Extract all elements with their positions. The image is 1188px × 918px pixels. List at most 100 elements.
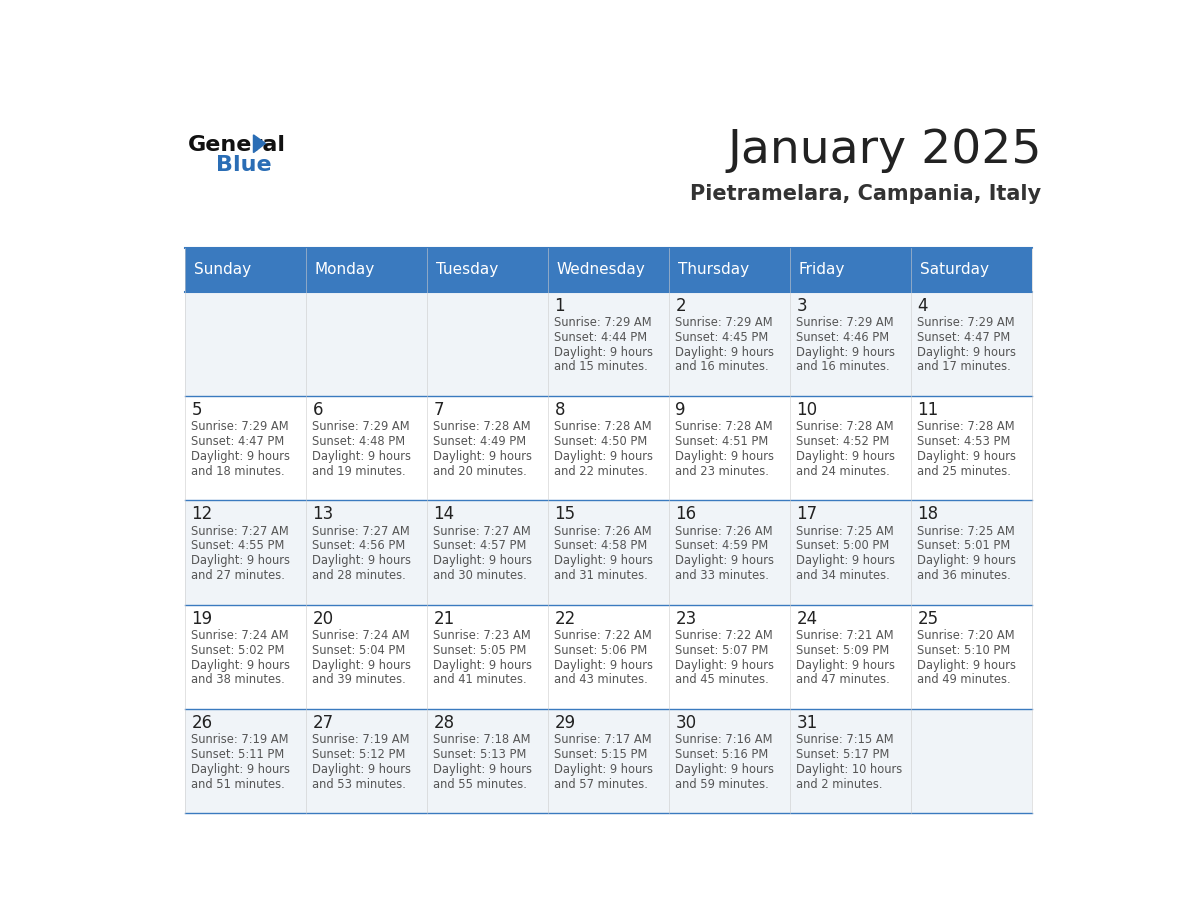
Text: and 19 minutes.: and 19 minutes.: [312, 465, 406, 477]
Text: 21: 21: [434, 610, 455, 628]
Bar: [790, 500, 911, 605]
Text: and 2 minutes.: and 2 minutes.: [796, 778, 883, 790]
Text: Daylight: 9 hours: Daylight: 9 hours: [917, 345, 1017, 359]
Text: Sunrise: 7:29 AM: Sunrise: 7:29 AM: [796, 316, 895, 329]
Bar: [790, 397, 911, 500]
Text: Daylight: 9 hours: Daylight: 9 hours: [434, 450, 532, 463]
Text: Sunrise: 7:22 AM: Sunrise: 7:22 AM: [555, 629, 652, 642]
Text: Daylight: 9 hours: Daylight: 9 hours: [796, 450, 896, 463]
Text: Sunset: 5:00 PM: Sunset: 5:00 PM: [796, 540, 890, 553]
Text: 24: 24: [796, 610, 817, 628]
Text: and 57 minutes.: and 57 minutes.: [555, 778, 649, 790]
Text: Sunset: 4:57 PM: Sunset: 4:57 PM: [434, 540, 526, 553]
Text: 31: 31: [796, 714, 817, 732]
Text: 18: 18: [917, 506, 939, 523]
Text: 15: 15: [555, 506, 575, 523]
Bar: [911, 605, 1032, 709]
Text: and 33 minutes.: and 33 minutes.: [676, 569, 770, 582]
Text: Sunset: 5:15 PM: Sunset: 5:15 PM: [555, 748, 647, 761]
Text: and 15 minutes.: and 15 minutes.: [555, 361, 649, 374]
Text: 7: 7: [434, 401, 444, 420]
Text: Sunset: 4:47 PM: Sunset: 4:47 PM: [191, 435, 285, 448]
Text: Sunrise: 7:17 AM: Sunrise: 7:17 AM: [555, 733, 652, 746]
Text: and 55 minutes.: and 55 minutes.: [434, 778, 527, 790]
Text: Sunday: Sunday: [194, 263, 251, 277]
Text: Sunset: 4:59 PM: Sunset: 4:59 PM: [676, 540, 769, 553]
Text: Sunset: 5:06 PM: Sunset: 5:06 PM: [555, 644, 647, 656]
Text: 16: 16: [676, 506, 696, 523]
Text: 19: 19: [191, 610, 213, 628]
Text: Sunrise: 7:27 AM: Sunrise: 7:27 AM: [191, 524, 289, 538]
Text: Sunrise: 7:29 AM: Sunrise: 7:29 AM: [191, 420, 289, 433]
Text: 2: 2: [676, 297, 685, 315]
Text: Sunset: 4:45 PM: Sunset: 4:45 PM: [676, 330, 769, 343]
Text: Daylight: 9 hours: Daylight: 9 hours: [434, 658, 532, 672]
Text: Sunrise: 7:28 AM: Sunrise: 7:28 AM: [676, 420, 773, 433]
Text: and 23 minutes.: and 23 minutes.: [676, 465, 770, 477]
Text: Daylight: 9 hours: Daylight: 9 hours: [312, 554, 411, 567]
Text: Sunset: 5:05 PM: Sunset: 5:05 PM: [434, 644, 526, 656]
Text: and 39 minutes.: and 39 minutes.: [312, 674, 406, 687]
Text: Monday: Monday: [315, 263, 375, 277]
Text: Daylight: 9 hours: Daylight: 9 hours: [434, 763, 532, 776]
Text: General: General: [188, 135, 286, 155]
Text: and 16 minutes.: and 16 minutes.: [796, 361, 890, 374]
Text: Sunrise: 7:21 AM: Sunrise: 7:21 AM: [796, 629, 895, 642]
Text: Sunrise: 7:28 AM: Sunrise: 7:28 AM: [796, 420, 895, 433]
Bar: [669, 397, 790, 500]
Bar: [185, 500, 307, 605]
Text: Sunset: 4:46 PM: Sunset: 4:46 PM: [796, 330, 890, 343]
Text: Sunset: 5:17 PM: Sunset: 5:17 PM: [796, 748, 890, 761]
Text: 10: 10: [796, 401, 817, 420]
Text: Sunset: 4:55 PM: Sunset: 4:55 PM: [191, 540, 285, 553]
Text: and 16 minutes.: and 16 minutes.: [676, 361, 769, 374]
Text: Daylight: 9 hours: Daylight: 9 hours: [796, 658, 896, 672]
Text: 20: 20: [312, 610, 334, 628]
Text: and 41 minutes.: and 41 minutes.: [434, 674, 527, 687]
Text: Sunset: 4:50 PM: Sunset: 4:50 PM: [555, 435, 647, 448]
Text: 14: 14: [434, 506, 455, 523]
Text: Daylight: 9 hours: Daylight: 9 hours: [796, 554, 896, 567]
Bar: [669, 248, 790, 292]
Polygon shape: [253, 135, 265, 152]
Text: Sunrise: 7:24 AM: Sunrise: 7:24 AM: [312, 629, 410, 642]
Bar: [911, 709, 1032, 813]
Text: Daylight: 9 hours: Daylight: 9 hours: [434, 554, 532, 567]
Text: Sunset: 4:53 PM: Sunset: 4:53 PM: [917, 435, 1011, 448]
Text: Daylight: 9 hours: Daylight: 9 hours: [312, 450, 411, 463]
Text: Sunrise: 7:27 AM: Sunrise: 7:27 AM: [434, 524, 531, 538]
Text: Daylight: 9 hours: Daylight: 9 hours: [676, 763, 775, 776]
Text: Sunset: 5:16 PM: Sunset: 5:16 PM: [676, 748, 769, 761]
Text: Sunrise: 7:24 AM: Sunrise: 7:24 AM: [191, 629, 289, 642]
Bar: [307, 500, 428, 605]
Text: Sunrise: 7:27 AM: Sunrise: 7:27 AM: [312, 524, 410, 538]
Text: Daylight: 9 hours: Daylight: 9 hours: [191, 763, 290, 776]
Text: Daylight: 9 hours: Daylight: 9 hours: [312, 763, 411, 776]
Text: Sunset: 5:13 PM: Sunset: 5:13 PM: [434, 748, 526, 761]
Text: Sunset: 5:07 PM: Sunset: 5:07 PM: [676, 644, 769, 656]
Text: 6: 6: [312, 401, 323, 420]
Text: and 25 minutes.: and 25 minutes.: [917, 465, 1011, 477]
Text: and 22 minutes.: and 22 minutes.: [555, 465, 649, 477]
Text: and 43 minutes.: and 43 minutes.: [555, 674, 649, 687]
Text: Daylight: 9 hours: Daylight: 9 hours: [796, 345, 896, 359]
Text: Sunset: 5:11 PM: Sunset: 5:11 PM: [191, 748, 285, 761]
Bar: [428, 500, 549, 605]
Text: and 18 minutes.: and 18 minutes.: [191, 465, 285, 477]
Bar: [185, 605, 307, 709]
Text: Daylight: 9 hours: Daylight: 9 hours: [555, 658, 653, 672]
Text: Sunset: 4:48 PM: Sunset: 4:48 PM: [312, 435, 405, 448]
Bar: [307, 248, 428, 292]
Text: 9: 9: [676, 401, 685, 420]
Bar: [428, 709, 549, 813]
Bar: [185, 397, 307, 500]
Text: Daylight: 9 hours: Daylight: 9 hours: [917, 554, 1017, 567]
Text: Sunrise: 7:28 AM: Sunrise: 7:28 AM: [917, 420, 1015, 433]
Bar: [185, 709, 307, 813]
Text: and 51 minutes.: and 51 minutes.: [191, 778, 285, 790]
Text: 23: 23: [676, 610, 696, 628]
Text: Sunrise: 7:19 AM: Sunrise: 7:19 AM: [191, 733, 289, 746]
Text: Saturday: Saturday: [920, 263, 988, 277]
Text: Pietramelara, Campania, Italy: Pietramelara, Campania, Italy: [690, 185, 1042, 205]
Text: Sunset: 5:12 PM: Sunset: 5:12 PM: [312, 748, 406, 761]
